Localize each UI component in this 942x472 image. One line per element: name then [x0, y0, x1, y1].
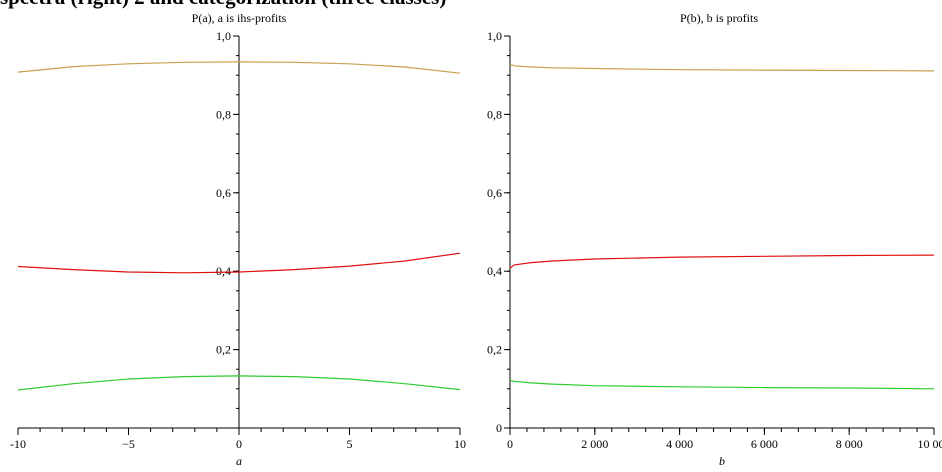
chart-left-y-tick-label: 0,6: [216, 186, 231, 200]
chart-left-x-tick-label: 10: [454, 437, 466, 451]
chart-left-y-tick-label: 0,8: [216, 107, 231, 121]
chart-right-x-tick-label: 6 000: [751, 437, 778, 451]
chart-right-x-tick-label: 0: [507, 437, 513, 451]
chart-right-x-tick-label: 2 000: [581, 437, 608, 451]
chart-left: P(a), a is ihs-profits a -10 −5 0 5 10 0,2 0,4…: [10, 11, 466, 468]
chart-right: P(b), b is profits b 0 2 000 4 000 6 000 8 0…: [487, 11, 942, 468]
chart-right-series-line-3: [509, 379, 935, 390]
chart-left-series-line-1: [17, 61, 461, 74]
chart-right-y-tick-label: 0,4: [487, 264, 502, 278]
chart-right-y-tick-label: 0: [496, 421, 502, 435]
chart-left-xlabel: a: [236, 454, 242, 468]
chart-right-y-tick-label: 1,0: [487, 29, 502, 43]
chart-right-xlabel: b: [719, 454, 725, 468]
chart-right-y-tick-label: 0,8: [487, 107, 502, 121]
chart-left-x-tick-label: −5: [122, 437, 135, 451]
chart-right-title: P(b), b is profits: [680, 11, 758, 25]
chart-left-x-tick-label: 5: [347, 437, 353, 451]
chart-right-x-tick-label: 8 000: [836, 437, 863, 451]
chart-left-x-tick-label: 0: [236, 437, 242, 451]
chart-left-series-line-2: [17, 252, 461, 274]
chart-left-y-tick-label: 0,2: [216, 343, 231, 357]
chart-right-x-tick-label: 4 000: [666, 437, 693, 451]
chart-right-x-tick-label: 10 000: [918, 437, 942, 451]
chart-right-y-tick-label: 0,2: [487, 343, 502, 357]
chart-left-title: P(a), a is ihs-profits: [192, 11, 287, 25]
chart-right-series-line-2: [509, 254, 935, 269]
chart-left-y-tick-label: 1,0: [216, 29, 231, 43]
chart-left-series-line-3: [17, 375, 461, 391]
chart-left-x-tick-label: -10: [10, 437, 26, 451]
chart-right-series-line-1: [509, 63, 935, 72]
chart-left-y-tick-label: 0,4: [216, 264, 231, 278]
chart-right-y-tick-label: 0,6: [487, 186, 502, 200]
figure-caption: spectra (right) 2 and categorization (th…: [0, 0, 942, 8]
